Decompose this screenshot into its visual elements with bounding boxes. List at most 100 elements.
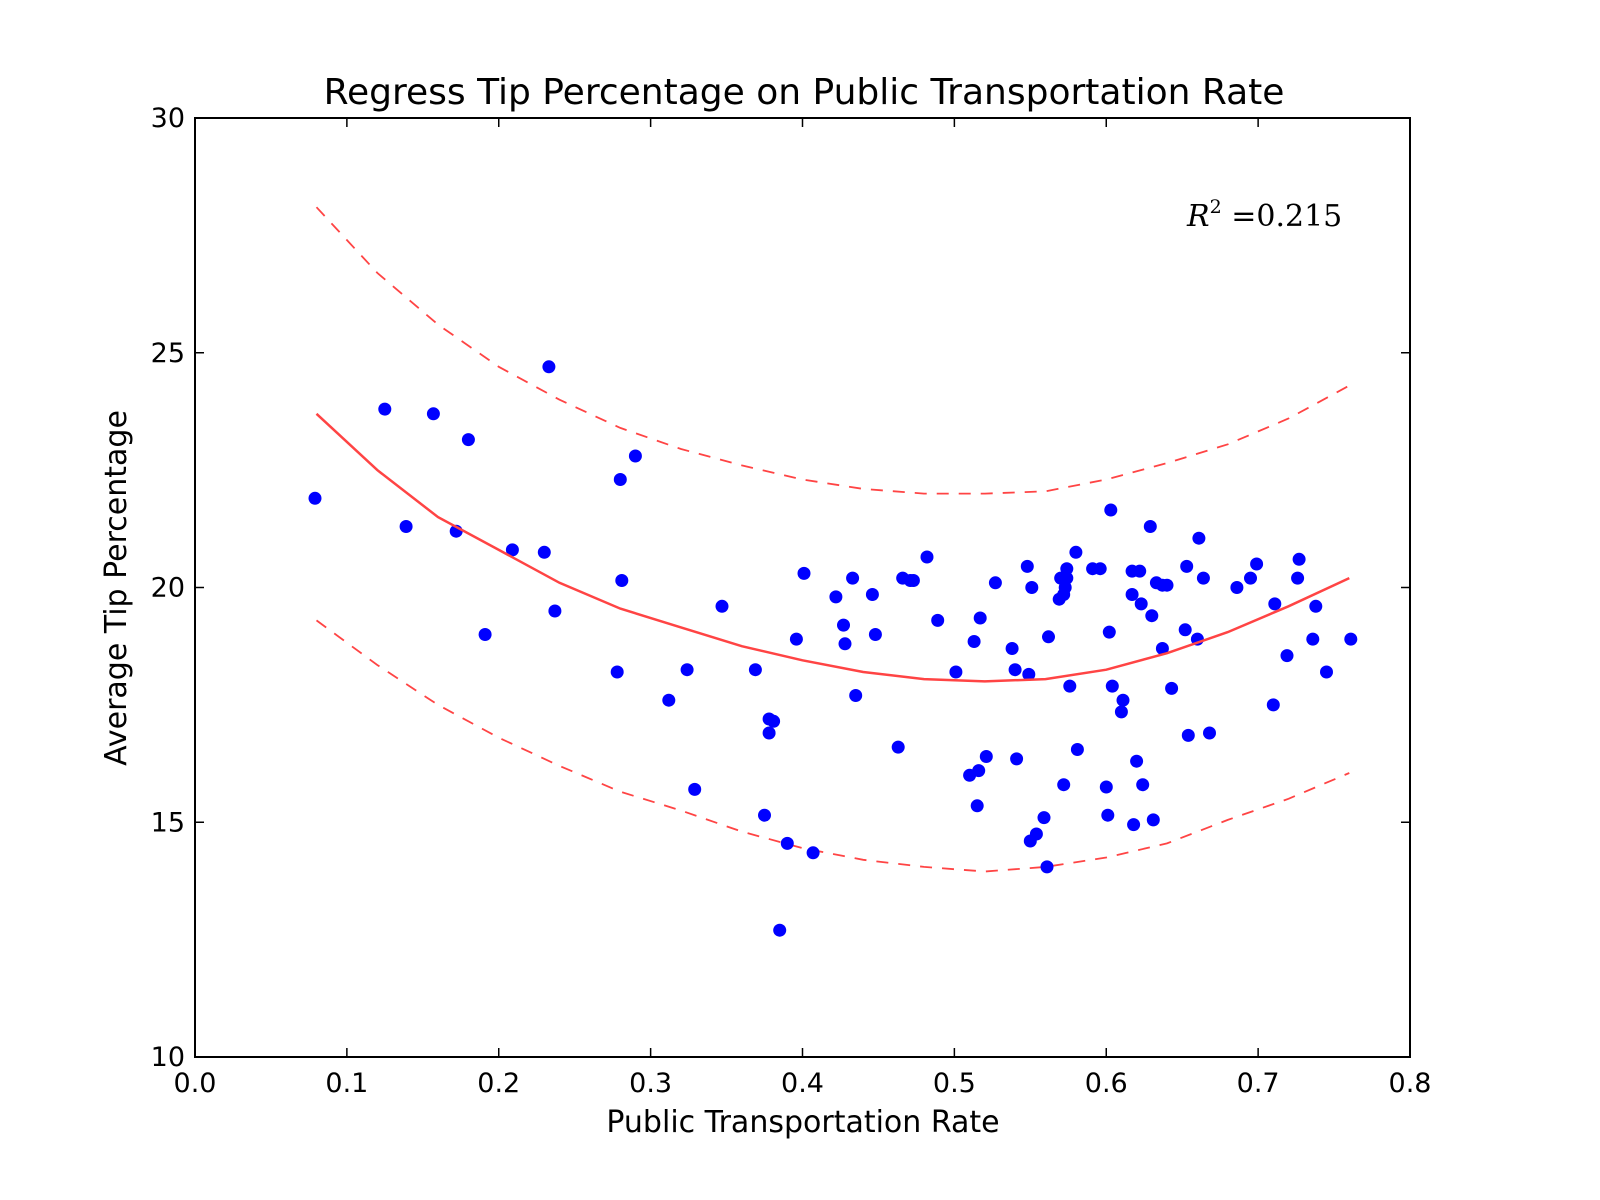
data-point	[1060, 571, 1074, 585]
data-point	[1196, 571, 1210, 585]
data-point	[1125, 588, 1139, 601]
x-tick-label: 0.2	[477, 1068, 520, 1099]
data-point	[1155, 642, 1169, 655]
data-point	[979, 750, 993, 763]
data-point	[837, 618, 850, 632]
data-point	[1165, 681, 1179, 695]
data-point	[537, 545, 551, 559]
data-point	[1022, 667, 1036, 681]
data-point	[1145, 609, 1159, 623]
x-tick-label: 0.0	[174, 1068, 217, 1099]
y-tick-label: 25	[151, 338, 185, 369]
data-point	[613, 473, 627, 486]
data-point	[846, 571, 860, 585]
data-point	[1291, 571, 1305, 585]
data-point	[1192, 531, 1206, 545]
r-squared-equals: =	[1222, 199, 1257, 234]
data-point	[970, 799, 984, 813]
x-tick-label: 0.3	[629, 1068, 672, 1099]
x-tick-label: 0.4	[781, 1068, 824, 1099]
data-point	[715, 599, 729, 613]
y-tick-label: 20	[151, 573, 185, 604]
r-squared-value: 0.215	[1256, 199, 1342, 234]
data-point	[542, 360, 556, 374]
data-point	[1010, 752, 1024, 766]
data-point	[797, 566, 811, 580]
data-point	[505, 543, 519, 557]
data-point	[1181, 728, 1195, 742]
data-point	[865, 588, 879, 601]
data-point	[1020, 559, 1034, 573]
data-point	[399, 520, 413, 533]
data-point	[548, 604, 562, 618]
data-point	[308, 491, 322, 505]
data-point	[1130, 754, 1144, 768]
data-point	[461, 433, 475, 447]
y-tick-label: 30	[151, 103, 185, 134]
x-tick-label: 0.6	[1085, 1068, 1128, 1099]
data-point	[1025, 581, 1039, 594]
x-tick-label: 0.5	[933, 1068, 976, 1099]
data-point	[1160, 578, 1174, 592]
data-point	[1114, 705, 1128, 719]
data-point	[849, 689, 863, 702]
data-point	[949, 665, 963, 679]
data-point	[1134, 597, 1148, 611]
data-point	[767, 714, 781, 728]
data-point	[1292, 552, 1306, 566]
r-squared-base: R	[1186, 199, 1210, 234]
x-tick-label: 0.7	[1237, 1068, 1280, 1099]
data-point	[680, 663, 694, 677]
data-point	[1203, 726, 1216, 740]
x-tick-label: 0.8	[1389, 1068, 1432, 1099]
data-point	[758, 808, 771, 822]
data-point	[891, 740, 905, 754]
data-point	[615, 574, 629, 587]
data-point	[1070, 743, 1084, 756]
data-point	[662, 693, 676, 707]
data-point	[1116, 693, 1130, 707]
data-point	[1029, 827, 1043, 841]
data-point	[762, 726, 776, 740]
data-point	[920, 550, 934, 564]
data-point	[972, 764, 986, 778]
data-point	[829, 590, 843, 604]
x-tick-label: 0.1	[325, 1068, 368, 1099]
data-marks	[308, 206, 1358, 937]
data-point	[1320, 665, 1333, 679]
data-point	[1042, 630, 1055, 644]
data-point	[780, 836, 794, 850]
plot-frame	[194, 117, 1411, 1058]
data-point	[1102, 625, 1116, 639]
data-point	[868, 628, 882, 641]
data-point	[1104, 503, 1118, 517]
data-point	[1309, 599, 1323, 613]
data-point	[906, 574, 920, 587]
data-point	[1266, 698, 1280, 712]
data-point	[478, 628, 492, 641]
data-point	[610, 665, 624, 679]
data-point	[1180, 559, 1194, 573]
data-point	[806, 846, 820, 860]
data-point	[1093, 562, 1107, 576]
data-point	[773, 923, 787, 937]
data-point	[688, 782, 702, 796]
plot-area	[308, 206, 1358, 937]
data-point	[378, 402, 392, 416]
data-point	[1133, 564, 1147, 578]
axis-ticks: 0.0 0.1 0.2 0.3 0.4 0.5 0.6 0.7 0.8 10 15 20 25 30	[151, 103, 1432, 1099]
data-point	[1101, 808, 1115, 822]
data-point	[748, 663, 762, 677]
data-point	[1344, 632, 1358, 646]
data-point	[1105, 679, 1119, 693]
data-point	[1037, 811, 1051, 825]
data-point	[1244, 571, 1257, 585]
data-point	[931, 613, 945, 627]
fit-curve-line	[315, 412, 1350, 683]
data-point	[1230, 581, 1244, 594]
data-point	[789, 632, 803, 646]
x-axis-label: Public Transportation Rate	[606, 1105, 999, 1140]
data-point	[1146, 813, 1160, 827]
data-point	[1060, 562, 1074, 576]
